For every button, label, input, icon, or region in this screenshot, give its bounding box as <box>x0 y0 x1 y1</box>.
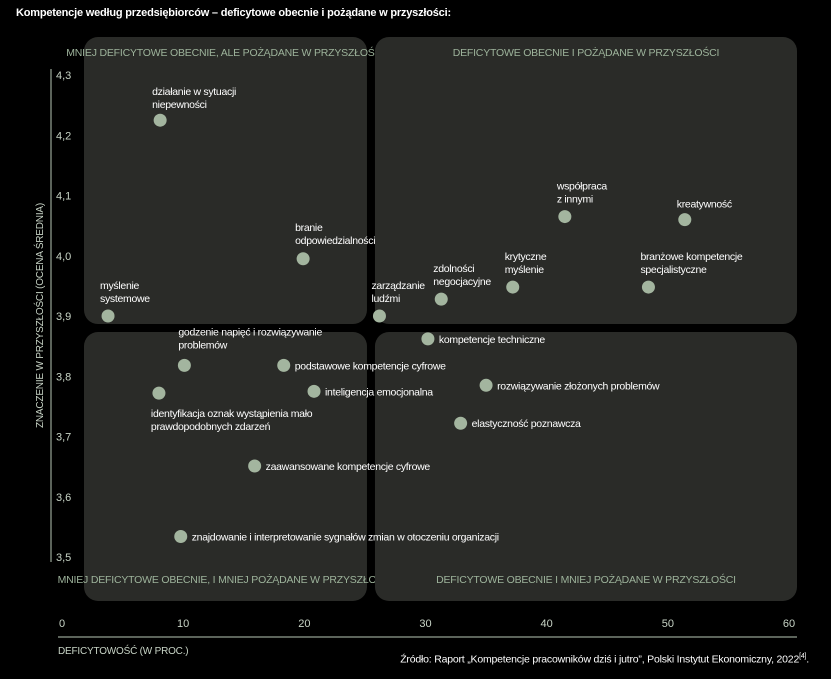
data-point <box>454 416 468 430</box>
data-point-label-line: z innymi <box>557 194 593 206</box>
data-point-label: krytyczne myślenie <box>505 251 547 276</box>
data-point-label: kompetencje techniczne <box>439 334 546 346</box>
data-point-label: inteligencja emocjonalna <box>325 386 433 398</box>
data-point-label-line: współpraca <box>556 181 608 193</box>
data-point <box>678 213 692 227</box>
quadrant-box <box>374 332 797 601</box>
data-point-label: działanie w sytuacji niepewności <box>152 86 236 111</box>
x-tick-label: 10 <box>177 618 189 630</box>
data-point-label-line: znajdowanie i interpretowanie sygnałów z… <box>192 532 499 544</box>
data-point <box>174 530 188 544</box>
data-point-label: godzenie napięć i rozwiązywanie problemów <box>178 326 322 351</box>
data-point <box>177 358 191 372</box>
x-tick-label: 40 <box>541 618 553 630</box>
data-point <box>307 384 321 398</box>
data-point-label-line: zdolności <box>433 263 474 275</box>
data-point <box>296 252 310 266</box>
data-point-label: branie odpowiedzialności <box>295 222 375 247</box>
data-point <box>434 292 448 306</box>
data-point-label-line: systemowe <box>100 293 150 305</box>
data-point-label-line: identyfikacja oznak wystąpienia mało <box>151 408 313 420</box>
data-point <box>153 113 167 127</box>
y-tick-label: 4,2 <box>56 130 71 142</box>
quadrant-label: DEFICYTOWE OBECNIE I POŻĄDANE W PRZYSZŁO… <box>453 46 720 59</box>
source-text: Źródło: Raport „Kompetencje pracowników … <box>400 653 800 666</box>
x-tick-label: 60 <box>783 618 795 630</box>
data-point-label-line: niepewności <box>152 99 207 111</box>
y-tick-label: 4,1 <box>56 191 71 203</box>
x-axis-title: DEFICYTOWOŚĆ (W PROC.) <box>58 644 188 657</box>
quadrant-box <box>374 37 797 325</box>
data-point-label-line: kompetencje techniczne <box>439 334 546 346</box>
y-tick-label: 4,0 <box>56 251 71 263</box>
data-point-label: zdolności negocjacyjne <box>433 263 491 288</box>
data-point <box>101 309 115 323</box>
data-point-label-line: problemów <box>178 339 227 351</box>
data-point-label-line: myślenie <box>100 280 139 292</box>
x-tick-label: 50 <box>662 618 674 630</box>
data-point <box>641 280 655 294</box>
quadrant-label: DEFICYTOWE OBECNIE I MNIEJ POŻĄDANE W PR… <box>436 573 736 586</box>
quadrant-box <box>84 37 367 325</box>
data-point-label: elastyczność poznawcza <box>472 418 581 430</box>
source-end: . <box>806 653 809 666</box>
data-point-label: rozwiązywanie złożonych problemów <box>497 380 660 392</box>
data-point <box>277 358 291 372</box>
data-point-label: kreatywność <box>677 199 732 211</box>
quadrant-backgrounds: MNIEJ DEFICYTOWE OBECNIE, ALE POŻĄDANE W… <box>58 37 797 601</box>
data-point-label: zarządzanie ludźmi <box>371 280 425 305</box>
data-point-label-line: rozwiązywanie złożonych problemów <box>497 380 660 392</box>
x-tick-label: 30 <box>419 618 431 630</box>
page-title: Kompetencje według przedsiębiorców – def… <box>16 7 451 19</box>
data-point-label-line: branie <box>295 222 323 234</box>
data-points: działanie w sytuacji niepewności branie odp… <box>100 86 743 543</box>
data-point <box>152 386 166 400</box>
source-note: Źródło: Raport „Kompetencje pracowników … <box>400 653 809 666</box>
data-point <box>506 280 520 294</box>
data-point-label: znajdowanie i interpretowanie sygnałów z… <box>192 532 499 544</box>
data-point-label-line: zaawansowane kompetencje cyfrowe <box>266 461 431 473</box>
data-point-label-line: myślenie <box>505 264 544 276</box>
data-point-label-line: ludźmi <box>371 293 400 305</box>
y-tick-label: 3,9 <box>56 311 71 323</box>
data-point-label-line: inteligencja emocjonalna <box>325 386 433 398</box>
data-point-label-line: godzenie napięć i rozwiązywanie <box>178 326 322 338</box>
y-axis-title: ZNACZENIE W PRZYSZŁOŚCI (OCENA ŚREDNIA) <box>33 203 46 428</box>
data-point <box>558 210 572 224</box>
x-tick-label: 0 <box>59 618 65 630</box>
x-tick-label: 20 <box>298 618 310 630</box>
data-point-label-line: negocjacyjne <box>433 276 491 288</box>
source-ref: [4] <box>799 653 807 660</box>
data-point-label-line: działanie w sytuacji <box>152 86 236 98</box>
data-point-label-line: branżowe kompetencje <box>640 251 742 263</box>
y-tick-label: 3,5 <box>56 552 71 564</box>
data-point <box>248 459 262 473</box>
data-point-label-line: specjalistyczne <box>640 264 707 276</box>
quadrant-label: MNIEJ DEFICYTOWE OBECNIE, ALE POŻĄDANE W… <box>66 46 384 59</box>
data-point <box>421 332 435 346</box>
data-point-label: podstawowe kompetencje cyfrowe <box>295 360 446 372</box>
data-point-label-line: odpowiedzialności <box>295 235 375 247</box>
chart-axes: 4,3 4,2 4,1 4,0 3,9 3,8 3,7 3,6 3,5 0 10 20 30 40 50 60… <box>33 69 797 657</box>
data-point-label-line: prawdopodobnych zdarzeń <box>151 421 271 433</box>
y-tick-label: 3,6 <box>56 492 71 504</box>
data-point <box>372 309 386 323</box>
data-point-label: branżowe kompetencje specjalistyczne <box>640 251 742 276</box>
y-tick-label: 4,3 <box>56 70 71 82</box>
data-point <box>479 378 493 392</box>
quadrant-label: MNIEJ DEFICYTOWE OBECNIE, I MNIEJ POŻĄDA… <box>58 573 394 586</box>
data-point-label-line: zarządzanie <box>371 280 425 292</box>
data-point-label-line: krytyczne <box>505 251 547 263</box>
data-point-label-line: elastyczność poznawcza <box>472 418 581 430</box>
data-point-label-line: kreatywność <box>677 199 732 211</box>
data-point-label: współpraca z innymi <box>556 181 608 206</box>
data-point-label-line: podstawowe kompetencje cyfrowe <box>295 360 446 372</box>
data-point-label: myślenie systemowe <box>100 280 150 305</box>
data-point-label: identyfikacja oznak wystąpienia mało praw… <box>151 408 313 433</box>
data-point-label: zaawansowane kompetencje cyfrowe <box>266 461 431 473</box>
quadrant-box <box>84 332 367 601</box>
y-tick-label: 3,7 <box>56 432 71 444</box>
y-tick-label: 3,8 <box>56 371 71 383</box>
